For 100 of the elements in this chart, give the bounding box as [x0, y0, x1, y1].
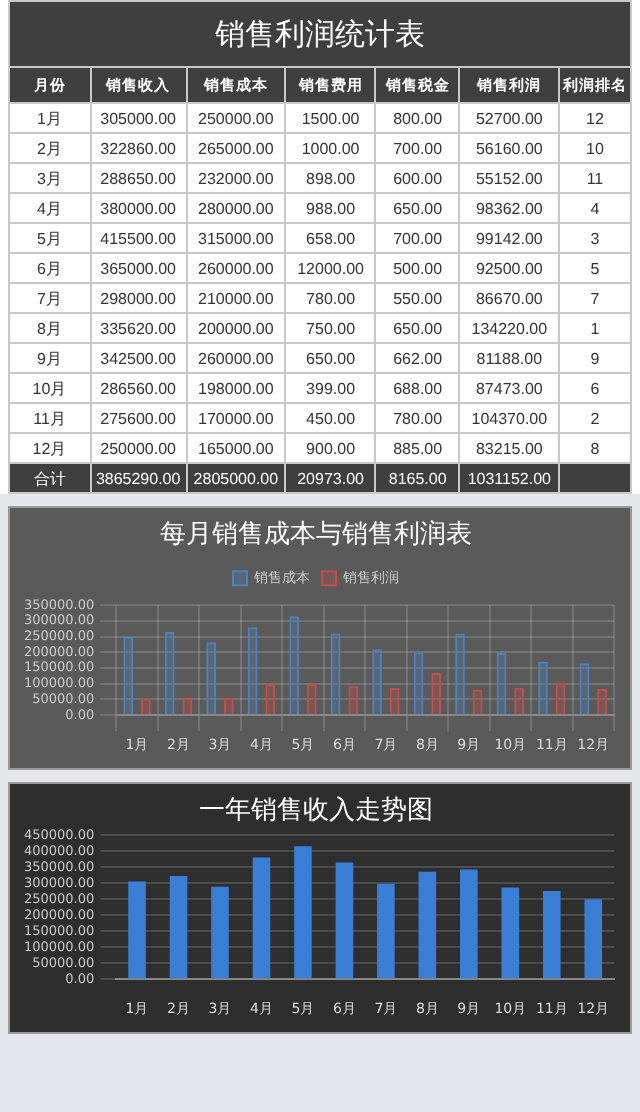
- data-label: 688.00: [376, 374, 459, 402]
- data-label: 11: [559, 164, 630, 192]
- data-label: 250000.00: [91, 434, 186, 462]
- bar: [294, 846, 312, 979]
- bar: [182, 697, 193, 715]
- data-label: 3865290.00: [91, 464, 186, 492]
- bar: [372, 649, 382, 715]
- data-label: 450.00: [286, 404, 375, 432]
- data-label: 335620.00: [91, 314, 186, 342]
- data-label: 750.00: [286, 314, 375, 342]
- data-label: 165000.00: [187, 434, 285, 462]
- bar: [223, 697, 234, 715]
- bar: [538, 661, 548, 715]
- data-label: 5: [559, 254, 630, 282]
- data-label: 170000.00: [187, 404, 285, 432]
- chart-title: 销售利润统计表: [10, 2, 630, 66]
- data-label: 305000.00: [91, 104, 186, 132]
- y-tick-label: 2月: [10, 134, 90, 162]
- bar: [431, 673, 442, 715]
- bar: [123, 636, 134, 715]
- y-tick-label: 3月: [10, 164, 90, 192]
- data-label: 86670.00: [460, 284, 558, 312]
- data-label: 4: [559, 194, 630, 222]
- bar: [335, 862, 354, 979]
- data-label: 342500.00: [91, 344, 186, 372]
- data-label: 280000.00: [187, 194, 285, 222]
- data-label: 550.00: [376, 284, 459, 312]
- data-label: 298000.00: [91, 284, 186, 312]
- data-label: 800.00: [376, 104, 459, 132]
- data-label: 900.00: [286, 434, 375, 462]
- bar: [455, 633, 465, 715]
- data-label: 1500.00: [286, 104, 375, 132]
- y-tick-label: 10月: [10, 374, 90, 402]
- data-label: 1000.00: [286, 134, 375, 162]
- data-label: 265000.00: [187, 134, 285, 162]
- data-label: 288650.00: [91, 164, 186, 192]
- data-label: 399.00: [286, 374, 375, 402]
- y-tick-label: 12月: [10, 434, 90, 462]
- data-label: 988.00: [286, 194, 375, 222]
- data-label: 7: [559, 284, 630, 312]
- data-label: 365000.00: [91, 254, 186, 282]
- data-label: 650.00: [286, 344, 375, 372]
- bar: [460, 869, 478, 979]
- y-tick-label: 7月: [10, 284, 90, 312]
- data-label: 780.00: [376, 404, 459, 432]
- y-tick-label: 4月: [10, 194, 90, 222]
- data-label: 500.00: [376, 254, 459, 282]
- bar: [389, 687, 400, 715]
- bar: [514, 687, 524, 715]
- data-label: 12000.00: [286, 254, 375, 282]
- data-label: 2805000.00: [187, 464, 285, 492]
- data-label: 10: [559, 134, 630, 162]
- data-label: 885.00: [376, 434, 459, 462]
- y-tick-label: 11月: [10, 404, 90, 432]
- data-label: 780.00: [286, 284, 375, 312]
- data-label: 8: [559, 434, 630, 462]
- bar: [306, 684, 317, 715]
- data-label: 92500.00: [460, 254, 558, 282]
- bar: [348, 686, 359, 715]
- chart-title: 每月销售成本与销售利润表: [160, 520, 472, 551]
- data-label: 56160.00: [460, 134, 558, 162]
- data-label: 134220.00: [460, 314, 558, 342]
- bar: [501, 887, 520, 979]
- data-label: 1: [559, 314, 630, 342]
- data-label: 700.00: [376, 224, 459, 252]
- data-label: 898.00: [286, 164, 375, 192]
- data-label: 55152.00: [460, 164, 558, 192]
- data-label: 198000.00: [187, 374, 285, 402]
- bar: [128, 881, 146, 979]
- y-tick-label: 9月: [10, 344, 90, 372]
- data-label: 1031152.00: [460, 464, 558, 492]
- y-tick-label: 5月: [10, 224, 90, 252]
- bar: [597, 689, 607, 715]
- data-label: 99142.00: [460, 224, 558, 252]
- data-label: 600.00: [376, 164, 459, 192]
- bar: [377, 883, 395, 979]
- data-label: 9: [559, 344, 630, 372]
- data-label: 260000.00: [187, 254, 285, 282]
- data-label: 98362.00: [460, 194, 558, 222]
- data-label: 380000.00: [91, 194, 186, 222]
- bar: [289, 616, 299, 715]
- data-label: 315000.00: [187, 224, 285, 252]
- bar: [164, 631, 175, 715]
- y-tick-label: 6月: [10, 254, 90, 282]
- data-label: 700.00: [376, 134, 459, 162]
- bar: [542, 891, 561, 979]
- bar: [206, 642, 217, 715]
- bar: [418, 871, 437, 979]
- bar: [211, 886, 229, 979]
- data-label: 2: [559, 404, 630, 432]
- data-label: 650.00: [376, 314, 459, 342]
- bar: [252, 857, 271, 979]
- bar: [265, 684, 276, 715]
- data-label: 6: [559, 374, 630, 402]
- data-label: 322860.00: [91, 134, 186, 162]
- data-label: 52700.00: [460, 104, 558, 132]
- y-tick-label: 8月: [10, 314, 90, 342]
- data-label: 250000.00: [187, 104, 285, 132]
- y-tick-label: 合计: [10, 464, 90, 492]
- data-label: 415500.00: [91, 224, 186, 252]
